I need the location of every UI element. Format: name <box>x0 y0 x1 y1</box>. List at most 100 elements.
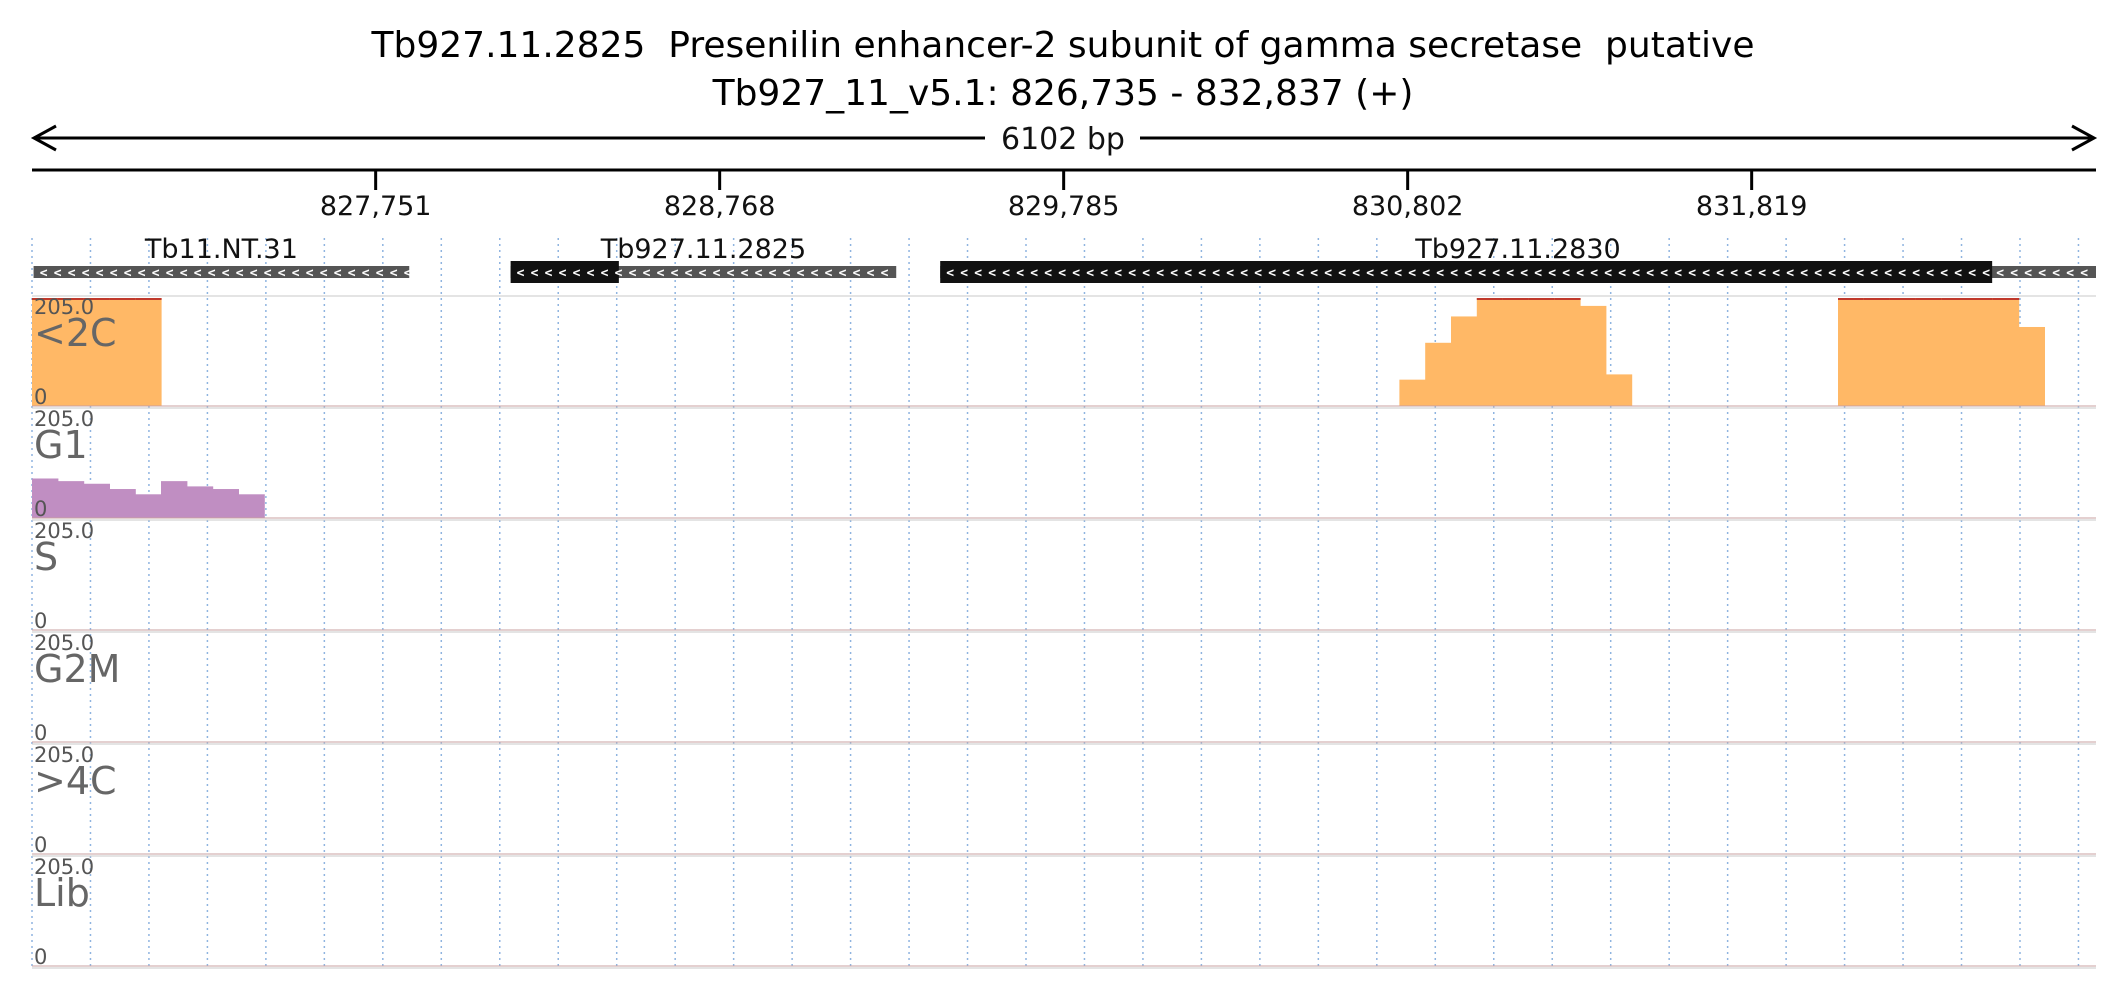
strand-chevron-icon: < <box>68 266 76 281</box>
track-label: Lib <box>34 871 90 915</box>
coverage-bar <box>238 494 265 518</box>
strand-chevron-icon: < <box>1142 266 1150 281</box>
clip-marker <box>1528 298 1555 300</box>
strand-chevron-icon: < <box>1114 266 1122 281</box>
strand-chevron-icon: < <box>811 266 819 281</box>
strand-chevron-icon: < <box>741 266 749 281</box>
strand-chevron-icon: < <box>2024 266 2032 281</box>
strand-chevron-icon: < <box>404 266 412 281</box>
strand-chevron-icon: < <box>1842 266 1850 281</box>
span-arrow-right <box>2071 124 2098 152</box>
strand-chevron-icon: < <box>1128 266 1136 281</box>
strand-chevron-icon: < <box>1954 266 1962 281</box>
coverage-bar <box>1580 305 1607 406</box>
strand-chevron-icon: < <box>1506 266 1514 281</box>
strand-chevron-icon: < <box>1912 266 1920 281</box>
strand-chevron-icon: < <box>1268 266 1276 281</box>
gene-body <box>33 266 410 278</box>
strand-chevron-icon: < <box>1982 266 1990 281</box>
strand-chevron-icon: < <box>1240 266 1248 281</box>
strand-chevron-icon: < <box>960 266 968 281</box>
strand-chevron-icon: < <box>390 266 398 281</box>
track-label: G2M <box>34 647 120 691</box>
clip-marker <box>1915 298 1942 300</box>
scale-min: 0 <box>34 721 47 745</box>
strand-chevron-icon: < <box>1716 266 1724 281</box>
strand-chevron-icon: < <box>713 266 721 281</box>
coverage-bar <box>1399 379 1426 406</box>
strand-chevron-icon: < <box>1436 266 1444 281</box>
strand-chevron-icon: < <box>1170 266 1178 281</box>
clip-marker <box>1941 298 1968 300</box>
strand-chevron-icon: < <box>1884 266 1892 281</box>
coverage-bar <box>1476 298 1504 406</box>
coverage-bar <box>109 298 136 406</box>
clip-marker <box>1476 298 1504 300</box>
strand-chevron-icon: < <box>334 266 342 281</box>
strand-chevron-icon: < <box>1618 266 1626 281</box>
strand-chevron-icon: < <box>1408 266 1416 281</box>
strand-chevron-icon: < <box>1492 266 1500 281</box>
strand-chevron-icon: < <box>1226 266 1234 281</box>
strand-chevron-icon: < <box>1940 266 1948 281</box>
coverage-bar <box>1992 298 2020 406</box>
strand-chevron-icon: < <box>517 266 525 281</box>
strand-chevron-icon: < <box>1366 266 1374 281</box>
strand-chevron-icon: < <box>1198 266 1206 281</box>
coverage-bar <box>1554 298 1581 406</box>
strand-chevron-icon: < <box>110 266 118 281</box>
track-label: >4C <box>34 759 117 803</box>
strand-chevron-icon: < <box>1870 266 1878 281</box>
strand-chevron-icon: < <box>278 266 286 281</box>
strand-chevron-icon: < <box>545 266 553 281</box>
coverage-bar <box>83 298 110 406</box>
coverage-tracks: <2C205.00G1205.00S205.00G2M205.00>4C205.… <box>32 295 2096 969</box>
clip-marker <box>1554 298 1581 300</box>
strand-chevron-icon: < <box>1996 266 2004 281</box>
strand-chevron-icon: < <box>208 266 216 281</box>
clip-marker <box>57 298 85 300</box>
coverage-bar <box>57 481 85 518</box>
strand-chevron-icon: < <box>1002 266 1010 281</box>
coverage-bar <box>32 298 59 406</box>
strand-chevron-icon: < <box>166 266 174 281</box>
span-arrow-left <box>30 124 57 152</box>
strand-chevron-icon: < <box>1296 266 1304 281</box>
coverage-bar <box>1605 374 1633 406</box>
gene-body <box>940 261 1993 283</box>
gene-name: Tb927.11.2825 <box>600 234 806 265</box>
gene-name: Tb927.11.2830 <box>1414 234 1620 265</box>
strand-chevron-icon: < <box>152 266 160 281</box>
strand-chevron-icon: < <box>1646 266 1654 281</box>
scale-max: 205.0 <box>34 743 94 767</box>
strand-chevron-icon: < <box>1156 266 1164 281</box>
coverage-bar <box>186 486 214 518</box>
strand-chevron-icon: < <box>1744 266 1752 281</box>
coverage-bar <box>1915 298 1942 406</box>
tick-label: 830,802 <box>1352 191 1464 222</box>
strand-chevron-icon: < <box>769 266 777 281</box>
strand-chevron-icon: < <box>1548 266 1556 281</box>
track-label: S <box>34 535 58 579</box>
coverage-bar <box>135 298 162 406</box>
strand-chevron-icon: < <box>1730 266 1738 281</box>
strand-chevron-icon: < <box>1422 266 1430 281</box>
gene-name: Tb11.NT.31 <box>144 234 298 265</box>
strand-chevron-icon: < <box>615 266 623 281</box>
strand-chevron-icon: < <box>1562 266 1570 281</box>
strand-chevron-icon: < <box>573 266 581 281</box>
strand-chevron-icon: < <box>236 266 244 281</box>
gene-body <box>510 261 619 283</box>
strand-chevron-icon: < <box>783 266 791 281</box>
track-label: <2C <box>34 311 117 355</box>
tick-label: 829,785 <box>1008 191 1120 222</box>
scale-max: 205.0 <box>34 631 94 655</box>
scale-max: 205.0 <box>34 295 94 319</box>
strand-chevron-icon: < <box>1898 266 1906 281</box>
span-label: 6102 bp <box>1001 122 1125 157</box>
strand-chevron-icon: < <box>1632 266 1640 281</box>
scale-max: 205.0 <box>34 519 94 543</box>
